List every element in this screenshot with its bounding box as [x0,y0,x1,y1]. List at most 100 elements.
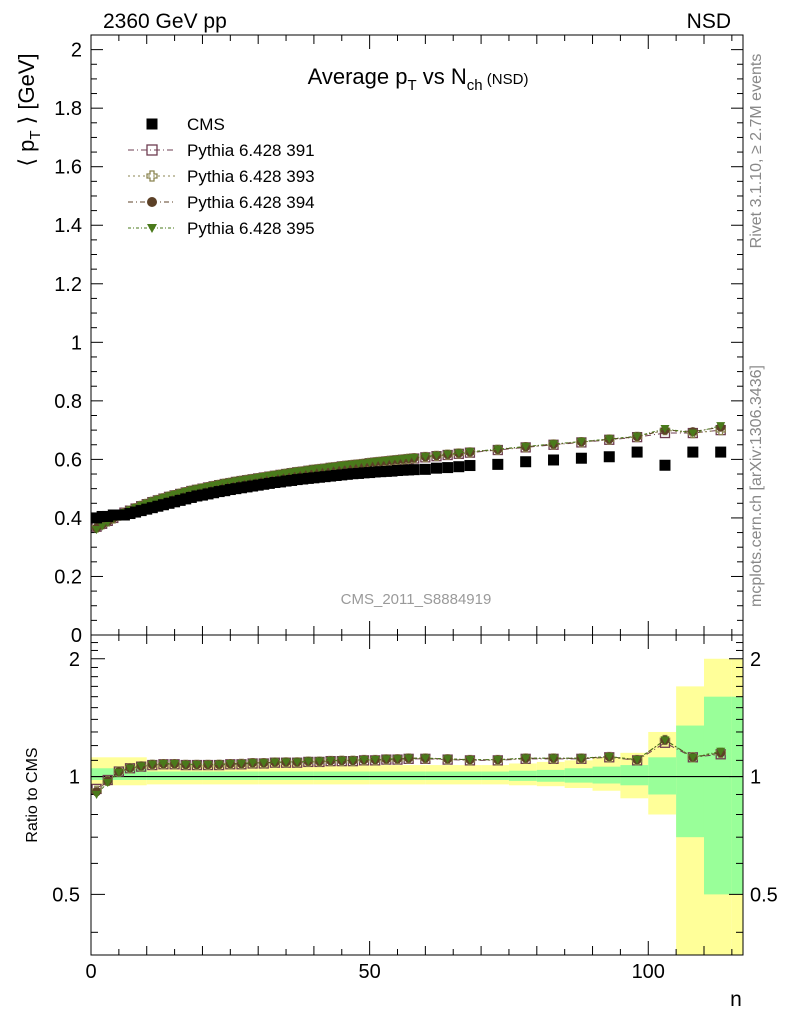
main-panel: 00.20.40.60.811.21.41.61.82 Average pT v… [14,34,744,647]
series-cms [91,446,727,524]
data-point [347,468,359,480]
data-point [387,456,397,465]
band-green [313,771,370,780]
ratio-series [91,734,726,799]
data-point [353,460,363,469]
data-point [341,468,353,480]
title-main: Average p [308,64,408,89]
data-point [124,508,136,520]
data-point [442,462,454,474]
ratio-ylabel: Ratio to CMS [24,747,41,842]
legend-label: Pythia 6.428 394 [187,193,315,212]
data-point [280,475,292,487]
data-point [303,466,313,475]
data-point [603,451,615,463]
data-point [281,469,291,478]
ratio-point [181,760,191,769]
data-point [325,470,337,482]
band-green [202,771,259,780]
ratio-ytick-label-left: 0.5 [52,884,80,906]
ratio-ytick-label-right: 2 [750,649,761,671]
ytick-label: 0.4 [54,508,82,530]
data-point [408,464,420,476]
data-point [386,465,398,477]
band-green [481,771,509,780]
data-point [320,464,330,473]
data-point [688,429,698,438]
data-point [174,494,186,506]
band-green [731,696,743,895]
data-point [431,462,443,474]
data-point [391,465,403,477]
data-point [152,500,164,512]
data-point [286,474,298,486]
data-point [392,455,402,464]
data-point [370,458,380,467]
data-point [269,477,281,489]
ratio-point [392,755,402,764]
data-point [342,461,352,470]
ratio-point [688,753,698,762]
legend-marker [146,118,158,130]
data-point [337,461,347,471]
legend-marker [147,224,157,233]
data-point [309,465,319,474]
data-point [170,490,180,500]
data-point [191,490,203,502]
ratio-point [521,754,531,763]
ratio-point [465,755,475,765]
ratio-series-pythia-6-428-395 [92,736,726,799]
data-point [258,478,270,490]
data-point [192,485,202,494]
ratio-panel: 0.5 0.5 1 1 2 2 0 50 100 Ratio to CMS n [24,634,778,1011]
ratio-point [225,760,235,769]
data-point [270,471,280,480]
ratio-point [314,757,324,766]
data-point [242,475,252,484]
data-point [432,451,442,460]
data-point [247,480,259,492]
band-green [369,771,426,780]
data-point [365,458,375,467]
data-point [319,471,331,483]
data-point [687,446,699,458]
legend: CMS Pythia 6.428 391 Pythia 6.428 393 Pythi… [128,115,315,238]
data-point [213,486,225,498]
ratio-point [236,759,246,768]
rivet-label: Rivet 3.1.10, ≥ 2.7M events [748,54,765,249]
ytick-label: 0.2 [54,566,82,588]
data-point [214,480,224,489]
data-point [453,461,465,473]
data-point [291,474,303,486]
header-right: NSD [687,10,731,33]
data-point [381,456,391,466]
data-point [118,509,130,521]
ratio-point [158,760,168,769]
ratio-point [359,755,369,765]
watermark: CMS_2011_S8884919 [341,591,492,608]
data-point [230,483,242,495]
ratio-point [493,755,503,765]
data-point [181,487,191,497]
data-point [146,502,158,514]
data-point [292,467,302,476]
title-mid: vs N [417,64,467,89]
ratio-point [170,760,180,769]
ytick-label: 1.6 [54,157,82,179]
data-point [275,470,285,479]
data-point [175,489,185,498]
data-point [348,460,358,469]
ratio-point [443,755,453,764]
data-point [549,440,559,449]
data-point [308,472,320,484]
ratio-point [203,760,213,769]
data-point [236,476,246,485]
xtick-label: 100 [632,961,665,983]
data-point [397,464,409,476]
ratio-point [103,779,113,788]
data-point [219,485,231,497]
data-point [169,496,181,508]
ratio-point [549,754,559,763]
ytick-label: 1.2 [54,274,82,296]
band-green [648,757,677,795]
